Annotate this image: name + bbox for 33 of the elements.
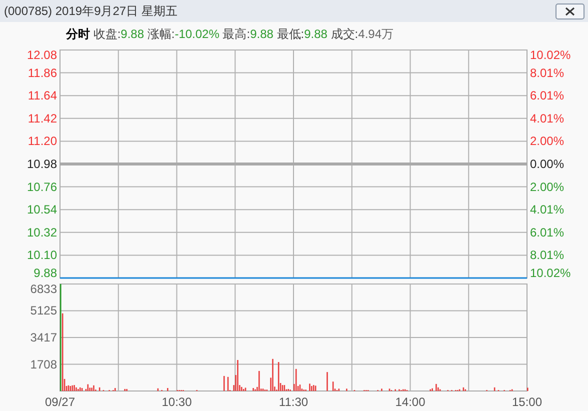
y-tick-label: 12.08 <box>26 48 58 62</box>
y-tick-label: 3417 <box>30 330 58 344</box>
x-tick-label: 10:30 <box>162 395 192 409</box>
y-tick-label: 9.88 <box>34 266 58 280</box>
x-tick-label: 09/27 <box>44 395 76 409</box>
y-tick-label: 10.10 <box>26 248 58 262</box>
y2-tick-label: 4.01% <box>530 202 564 217</box>
y-tick-label: 10.76 <box>26 180 58 194</box>
x-tick-label: 15:00 <box>512 395 542 409</box>
y-tick-label: 6833 <box>30 282 58 296</box>
y2-tick-label: 6.01% <box>530 88 564 103</box>
y2-tick-label: 8.01% <box>530 248 564 262</box>
y2-tick-label: 10.02% <box>530 266 572 280</box>
y-tick-label: 11.20 <box>28 134 58 148</box>
y-tick-label: 10.54 <box>26 202 58 217</box>
y-tick-label: 10.32 <box>26 225 58 240</box>
y-tick-label: 5125 <box>30 304 58 318</box>
y2-tick-label: 0.00% <box>530 157 564 171</box>
text: 分时 收盘:9.88 涨幅:-10.02% 最高:9.88 最低:9.88 成交:4.94万 <box>66 27 394 41</box>
chart-title: (000785) 2019年9月27日 星期五 <box>4 4 178 18</box>
x-tick-label: 14:00 <box>395 395 426 409</box>
y-tick-label: 11.86 <box>28 66 58 80</box>
y-tick-label: 11.64 <box>28 88 58 103</box>
y2-tick-label: 10.02% <box>530 48 572 62</box>
y2-tick-label: 6.01% <box>530 225 564 240</box>
y-tick-label: 11.42 <box>28 111 58 126</box>
y2-tick-label: 2.00% <box>530 180 564 194</box>
y-tick-label: 10.98 <box>26 157 58 171</box>
y2-tick-label: 8.01% <box>530 66 564 80</box>
x-tick-label: 11:30 <box>278 395 308 409</box>
y2-tick-label: 2.00% <box>530 134 564 148</box>
y2-tick-label: 4.01% <box>530 111 564 126</box>
y-tick-label: 1708 <box>30 357 58 372</box>
